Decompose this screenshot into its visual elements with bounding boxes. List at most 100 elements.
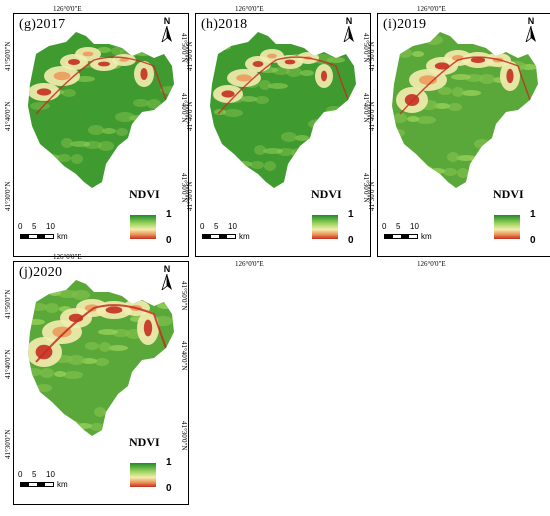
lat-label-right-1: 41°50'0"N bbox=[180, 281, 188, 311]
vegetation-patch bbox=[149, 397, 161, 405]
very-low-ndvi-patch bbox=[470, 57, 486, 63]
vegetation-patch bbox=[71, 154, 83, 164]
vegetation-patch bbox=[510, 48, 528, 54]
very-low-ndvi-patch bbox=[119, 58, 129, 62]
vegetation-patch bbox=[336, 122, 352, 130]
north-arrow-icon bbox=[525, 26, 536, 42]
scale-tick-5: 5 bbox=[32, 470, 37, 479]
vegetation-patch bbox=[28, 319, 45, 325]
scale-unit: km bbox=[57, 232, 68, 241]
north-arrow-icon bbox=[343, 26, 354, 42]
vegetation-patch bbox=[62, 89, 76, 97]
vegetation-patch bbox=[135, 397, 149, 403]
river-corridor bbox=[35, 56, 167, 115]
vegetation-patch bbox=[479, 74, 495, 84]
north-arrow-icon bbox=[161, 26, 172, 42]
vegetation-patch bbox=[241, 96, 257, 102]
vegetation-patch bbox=[161, 102, 173, 108]
lat-label-left-3: 41°30'0"N bbox=[186, 181, 194, 211]
scale-bar-graphic bbox=[20, 482, 54, 487]
vegetation-patch bbox=[452, 87, 464, 97]
map-frame: (i)2019 N NDVI 1 0 0 5 10 km bbox=[377, 13, 550, 257]
scale-unit: km bbox=[57, 480, 68, 489]
vegetation-patch bbox=[160, 86, 174, 94]
vegetation-patch bbox=[95, 358, 109, 366]
vegetation-patch bbox=[438, 87, 452, 95]
vegetation-patch bbox=[268, 83, 288, 89]
vegetation-patch bbox=[515, 129, 533, 135]
very-low-ndvi-patch bbox=[82, 51, 94, 57]
vegetation-patch bbox=[75, 76, 95, 82]
map-frame: (j)2020 N NDVI 1 0 0 5 10 km bbox=[13, 261, 189, 505]
vegetation-patch bbox=[162, 384, 174, 390]
legend-color-ramp bbox=[312, 215, 338, 239]
scale-tick-10: 10 bbox=[46, 222, 55, 231]
ndvi-map bbox=[28, 32, 174, 188]
lat-label-left-3: 41°30'0"N bbox=[4, 429, 12, 459]
scale-tick-0: 0 bbox=[18, 222, 23, 231]
vegetation-patch bbox=[43, 154, 59, 160]
vegetation-patch bbox=[29, 151, 47, 161]
scale-tick-5: 5 bbox=[32, 222, 37, 231]
panel-title: (h)2018 bbox=[201, 17, 248, 32]
lat-label-left-2: 41°40'0"N bbox=[186, 101, 194, 131]
scale-bar: 0 5 10 km bbox=[18, 470, 98, 490]
scale-tick-10: 10 bbox=[46, 470, 55, 479]
legend-title: NDVI bbox=[493, 187, 524, 201]
lon-label-bottom: 126°0'0"E bbox=[417, 260, 446, 268]
vegetation-patch bbox=[31, 303, 47, 311]
vegetation-patch bbox=[295, 135, 309, 141]
lat-label-left-1: 41°50'0"N bbox=[4, 289, 12, 319]
vegetation-patch bbox=[519, 113, 535, 121]
vegetation-patch bbox=[255, 96, 269, 104]
vegetation-patch bbox=[85, 342, 99, 350]
lat-label-left-1: 41°50'0"N bbox=[186, 41, 194, 71]
vegetation-patch bbox=[223, 109, 243, 117]
vegetation-patch bbox=[232, 174, 250, 184]
very-low-ndvi-patch bbox=[143, 319, 153, 337]
north-label: N bbox=[163, 264, 171, 274]
vegetation-patch bbox=[412, 51, 424, 57]
panel-title: (g)2017 bbox=[19, 17, 66, 32]
vegetation-patch bbox=[286, 67, 302, 77]
vegetation-patch bbox=[236, 161, 252, 167]
vegetation-patch bbox=[259, 80, 271, 90]
scale-bar-graphic bbox=[20, 234, 54, 239]
legend-min-label: 0 bbox=[348, 235, 354, 246]
river-corridor bbox=[35, 304, 167, 363]
very-low-ndvi-patch bbox=[68, 59, 80, 65]
vegetation-patch bbox=[147, 99, 161, 109]
legend-min-label: 0 bbox=[166, 235, 172, 246]
very-low-ndvi-patch bbox=[284, 59, 296, 65]
very-low-ndvi-patch bbox=[321, 70, 327, 82]
vegetation-patch bbox=[157, 303, 174, 309]
very-low-ndvi-patch bbox=[252, 61, 264, 67]
vegetation-patch bbox=[416, 116, 436, 124]
north-label: N bbox=[527, 16, 535, 26]
scale-unit: km bbox=[421, 232, 432, 241]
vegetation-patch bbox=[281, 132, 297, 142]
vegetation-patch bbox=[250, 161, 264, 169]
vegetation-patch bbox=[58, 290, 78, 298]
vegetation-patch bbox=[448, 103, 462, 111]
legend-title: NDVI bbox=[129, 435, 160, 449]
lat-label-left-1: 41°50'0"N bbox=[4, 41, 12, 71]
vegetation-patch bbox=[98, 329, 118, 335]
vegetation-patch bbox=[309, 135, 321, 143]
vegetation-patch bbox=[254, 145, 266, 155]
vegetation-patch bbox=[501, 126, 521, 136]
map-frame: (g)2017 N NDVI 1 0 0 5 10 km bbox=[13, 13, 189, 257]
vegetation-patch bbox=[111, 47, 123, 55]
vegetation-patch bbox=[54, 371, 66, 377]
legend-min-label: 0 bbox=[166, 483, 172, 494]
vegetation-patch bbox=[40, 368, 54, 378]
vegetation-patch bbox=[407, 116, 419, 122]
vegetation-patch bbox=[474, 139, 490, 149]
legend-max-label: 1 bbox=[348, 209, 354, 220]
vegetation-patch bbox=[121, 394, 137, 404]
lat-label-right-3: 41°30'0"N bbox=[180, 421, 188, 451]
legend-min-label: 0 bbox=[530, 235, 536, 246]
scale-tick-10: 10 bbox=[228, 222, 237, 231]
vegetation-patch bbox=[443, 168, 457, 176]
map-frame: (h)2018 N NDVI 1 0 0 5 10 km bbox=[195, 13, 371, 257]
